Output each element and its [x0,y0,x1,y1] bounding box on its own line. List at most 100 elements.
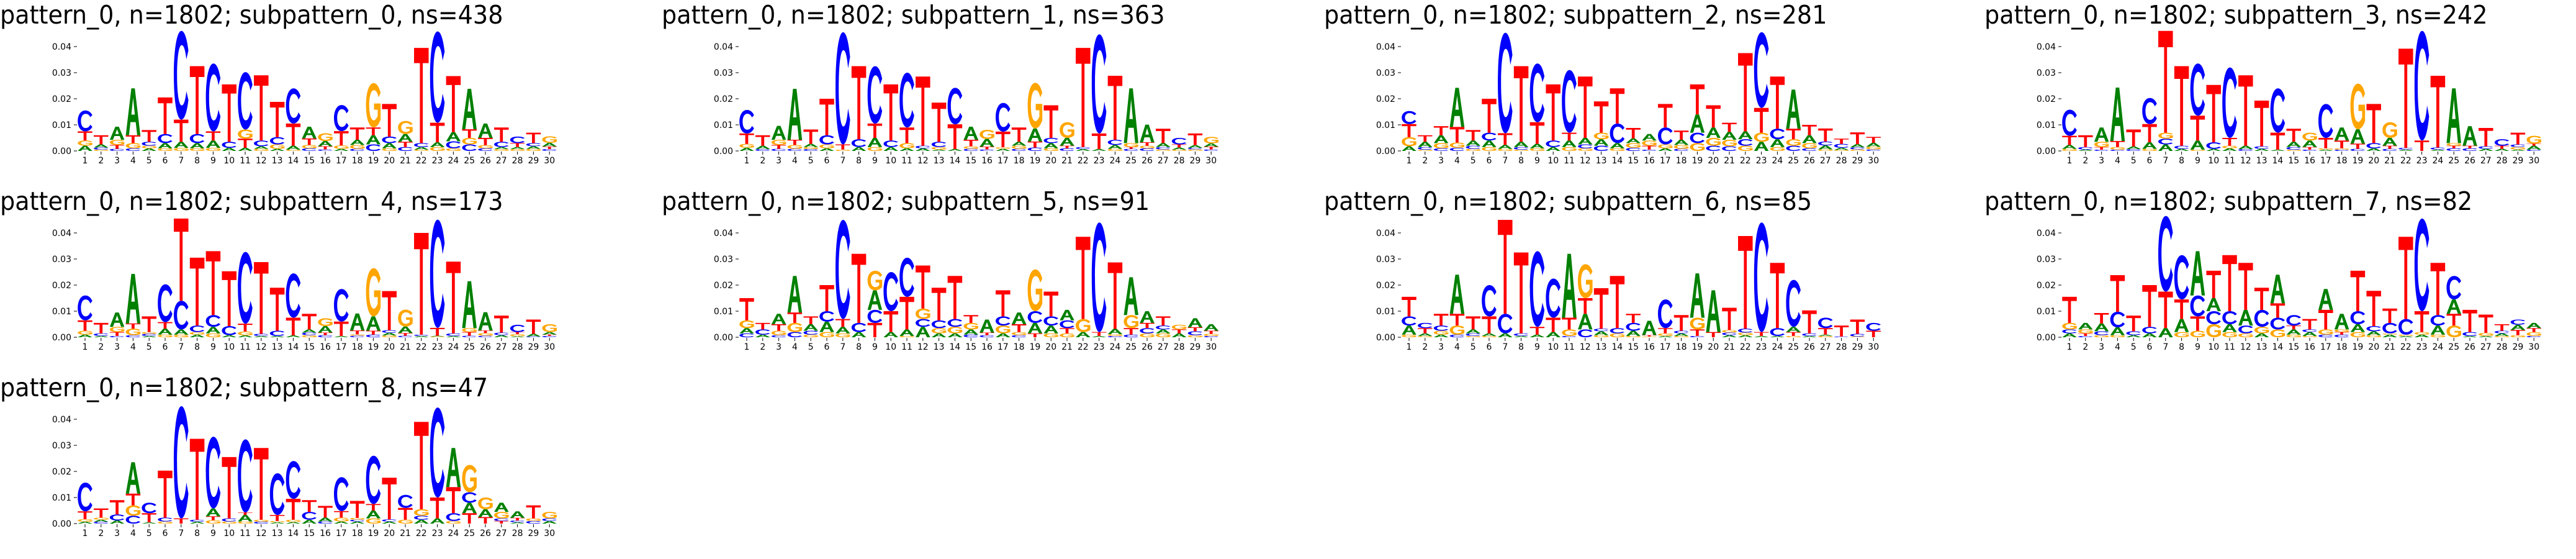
logo-letter-T [803,129,818,144]
logo-letter-G [1738,145,1753,151]
x-tick-label: 22 [416,529,427,539]
logo-letter-G [2302,132,2317,141]
logo-letter-A [787,89,803,140]
x-tick-label: 17 [336,156,347,166]
logo-letter-A [1204,324,1218,331]
x-tick-label: 10 [1547,342,1559,352]
logo-letter-G [382,148,397,151]
logo-letter-G [2318,148,2333,150]
x-tick-label: 20 [2368,156,2379,166]
logo-letter-T [334,321,349,336]
logo-letter-A [755,334,770,337]
logo-letter-T [269,102,285,137]
logo-letter-A [2446,299,2461,314]
logo-letter-T [2094,147,2109,150]
logo-letter-A [2479,335,2493,337]
logo-letter-G [787,322,803,332]
logo-letter-G [1482,335,1497,337]
logo-letter-T [1546,317,1560,332]
y-tick-label: 0.04 [52,42,71,52]
x-tick-label: 13 [1596,156,1607,166]
logo-letter-A [334,521,349,524]
logo-letter-C [494,142,509,147]
logo-letter-A [2334,314,2349,330]
x-tick-label: 4 [2115,342,2120,352]
x-tick-label: 25 [1788,342,1799,352]
x-tick-label: 30 [544,156,555,166]
logo-letter-T [542,146,557,150]
logo-letter-C [803,149,818,151]
y-tick-label: 0.02 [714,94,733,104]
logo-letter-C [94,522,109,524]
x-tick-label: 28 [2497,342,2508,352]
logo-letter-C [1546,278,1560,318]
logo-letter-C [1786,145,1801,151]
logo-letter-G [1690,317,1705,330]
x-tick-label: 6 [163,156,168,166]
logo-letter-C [462,335,477,337]
logo-letter-A [494,335,509,337]
logo-letter-A [2238,145,2253,150]
logo-letter-T [94,508,109,518]
logo-letter-G [205,333,221,337]
y-tick-label: 0.00 [52,519,71,529]
logo-letter-T [1402,124,1416,137]
logo-letter-A [1060,138,1074,146]
x-tick-label: 16 [320,156,331,166]
logo-letter-A [931,333,947,337]
logo-letter-T [2222,138,2237,146]
logo-letter-A [2446,88,2461,143]
x-tick-label: 18 [1676,342,1687,352]
x-tick-label: 28 [1836,156,1847,166]
x-tick-label: 19 [1029,342,1040,352]
logo-letter-C [109,335,125,337]
logo-letter-T [205,251,221,316]
logo-letter-T [835,144,850,150]
logo-letter-A [238,515,253,522]
x-tick-label: 3 [114,342,120,352]
logo-letter-T [366,127,381,135]
logo-letter-G [1043,148,1058,151]
logo-letter-A [1076,332,1091,337]
logo-letter-G [739,143,754,148]
logo-panel: pattern_0, n=1802; subpattern_3, ns=242 0… [1984,0,2576,186]
logo-letter-A [254,335,269,337]
logo-letter-T [1187,327,1203,332]
logo-letter-A [318,517,333,522]
x-tick-label: 29 [1189,156,1200,166]
logo-letter-T [254,75,269,141]
logo-letter-C [334,477,349,511]
logo-letter-A [1722,335,1737,337]
logo-letter-C [302,512,317,520]
logo-letter-T [462,513,477,524]
panel-title: pattern_0, n=1802; subpattern_0, ns=438 [0,0,503,30]
logo-letter-A [542,142,557,147]
x-tick-label: 27 [1820,342,1831,352]
logo-letter-A [494,147,509,150]
logo-letter-A [286,145,301,150]
logo-letter-T [963,139,978,147]
logo-letter-A [2206,298,2221,311]
logo-letter-C [899,72,914,128]
logo-letter-T [494,316,509,333]
logo-letter-C [1673,148,1689,151]
logo-letter-G [2430,334,2446,337]
logo-letter-A [1482,333,1497,336]
logo-letter-C [366,455,381,504]
logo-letter-C [771,335,786,337]
x-tick-label: 8 [1518,342,1524,352]
logo-letter-C [1466,145,1480,149]
logo-letter-G [2110,335,2125,337]
logo-letter-C [382,136,397,143]
logo-letter-C [2382,322,2397,334]
y-tick-label: 0.01 [2037,120,2056,130]
y-tick-label: 0.04 [2037,42,2056,52]
x-tick-label: 16 [320,529,331,539]
logo-letter-C [398,494,413,508]
logo-letter-G [1482,147,1497,151]
logo-letter-G [899,335,914,337]
x-tick-label: 6 [2147,156,2153,166]
logo-letter-C [2302,149,2317,151]
logo-letter-A [819,321,834,332]
x-tick-label: 15 [2288,156,2299,166]
